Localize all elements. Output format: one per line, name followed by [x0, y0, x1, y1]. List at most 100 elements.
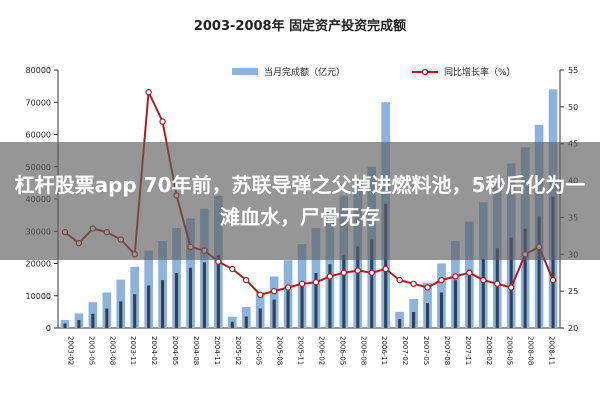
growth-point	[354, 267, 362, 274]
headline-text: 杠杆股票app 70年前，苏联导弹之父掉进燃料池，5秒后化为一滩血水，尸骨无存	[14, 173, 586, 229]
bar-inner	[161, 280, 165, 328]
growth-point	[340, 269, 348, 276]
growth-point	[466, 269, 473, 276]
growth-point	[438, 276, 445, 284]
bar-inner	[91, 313, 95, 328]
bar-inner	[105, 308, 109, 328]
left-tick-label: 20000	[26, 260, 51, 269]
growth-point	[410, 280, 417, 287]
bar-inner	[509, 237, 513, 328]
bar-inner	[398, 319, 402, 328]
legend-bar-swatch	[232, 68, 258, 75]
right-tick-label: 25	[568, 287, 578, 296]
x-tick-label: 2006-02	[317, 336, 325, 365]
bar-inner	[258, 308, 262, 328]
growth-point	[312, 279, 320, 286]
x-tick-label: 2003-02	[66, 336, 74, 365]
x-tick-label: 2005-08	[276, 336, 284, 365]
left-tick-label: 80000	[26, 66, 51, 75]
left-tick-label: 60000	[26, 131, 51, 140]
left-tick-label: 70000	[26, 98, 51, 107]
legend-bar-label: 当月完成额（亿元）	[264, 66, 345, 78]
growth-point	[145, 88, 152, 96]
x-tick-label: 2008-05	[506, 336, 514, 365]
bar-inner	[425, 303, 430, 328]
bar-inner	[244, 316, 248, 328]
bar-inner	[300, 281, 304, 328]
headline-banner: 杠杆股票app 70年前，苏联导弹之父掉进燃料池，5秒后化为一滩血水，尸骨无存	[0, 142, 600, 260]
growth-point	[480, 276, 487, 284]
x-tick-label: 2008-11	[548, 336, 556, 365]
x-tick-label: 2006-05	[338, 336, 346, 365]
growth-point	[494, 280, 501, 287]
x-tick-label: 2003-11	[129, 336, 137, 365]
growth-point	[507, 284, 515, 291]
growth-point	[424, 284, 431, 291]
right-tick-label: 20	[568, 324, 578, 333]
growth-point	[159, 118, 166, 125]
x-tick-label: 2004-02	[150, 336, 158, 365]
bar-inner	[216, 255, 220, 328]
bar-inner	[63, 323, 67, 328]
right-tick-label: 55	[568, 66, 578, 75]
bar-inner	[439, 292, 444, 328]
x-tick-label: 2006-11	[380, 336, 388, 365]
bar-inner	[551, 196, 555, 328]
bar-inner	[286, 290, 290, 328]
bar-inner	[467, 269, 471, 328]
growth-point	[256, 291, 264, 299]
bar-inner	[272, 299, 276, 328]
growth-point	[368, 269, 375, 276]
growth-point	[243, 276, 250, 284]
x-tick-label: 2003-08	[108, 336, 116, 365]
left-tick-label: 0	[46, 324, 51, 333]
right-tick-label: 50	[568, 103, 578, 112]
x-tick-label: 2004-05	[171, 336, 179, 365]
bar-inner	[370, 239, 374, 328]
growth-point	[549, 276, 557, 284]
bar-inner	[412, 312, 416, 328]
growth-point	[229, 265, 236, 273]
x-tick-label: 2007-05	[422, 336, 430, 365]
bar-inner	[119, 301, 123, 328]
x-tick-label: 2004-08	[192, 336, 200, 365]
x-tick-label: 2008-08	[527, 336, 535, 365]
bar-inner	[230, 321, 234, 328]
bar-inner	[537, 216, 541, 328]
bar-inner	[202, 262, 206, 328]
growth-point	[452, 273, 459, 280]
bar-inner	[188, 267, 193, 328]
bar-inner	[495, 248, 499, 328]
growth-point	[270, 287, 278, 295]
growth-point	[298, 280, 306, 287]
x-tick-label: 2008-02	[485, 336, 493, 365]
bar-inner	[356, 246, 360, 328]
x-tick-label: 2003-05	[87, 336, 95, 365]
bar-inner	[523, 228, 527, 328]
growth-point	[382, 265, 389, 273]
growth-point	[284, 284, 292, 291]
bar-inner	[453, 280, 457, 328]
x-tick-label: 2005-05	[255, 336, 263, 365]
legend-line-label: 同比增长率（%）	[444, 66, 516, 78]
bar-inner	[174, 273, 179, 328]
bar-inner	[481, 258, 485, 328]
x-tick-label: 2006-08	[359, 336, 367, 365]
bar-inner	[314, 273, 318, 328]
x-tick-label: 2005-02	[234, 336, 242, 365]
growth-point	[326, 273, 334, 280]
legend-line-marker	[421, 68, 429, 76]
left-tick-label: 10000	[26, 292, 51, 301]
bar-inner	[77, 320, 81, 328]
chart-title: 2003-2008年 固定资产投资完成额	[194, 18, 406, 34]
bar-inner	[342, 255, 346, 328]
bar-inner	[147, 285, 151, 328]
bar-inner	[328, 264, 332, 328]
growth-point	[396, 276, 403, 284]
x-tick-label: 2007-08	[443, 336, 451, 365]
x-tick-label: 2007-11	[464, 336, 472, 365]
x-tick-label: 2007-02	[401, 336, 409, 365]
bar-inner	[133, 294, 137, 328]
x-tick-label: 2005-11	[297, 336, 305, 365]
